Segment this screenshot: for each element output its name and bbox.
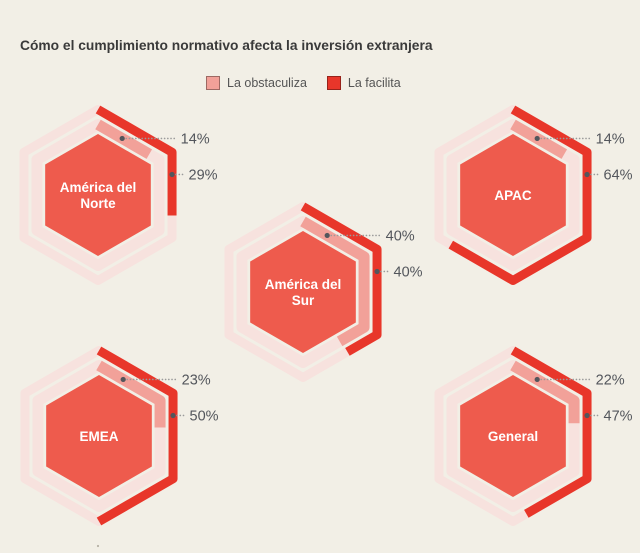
svg-text:Norte: Norte (80, 196, 116, 211)
svg-text:50%: 50% (190, 408, 219, 424)
svg-text:47%: 47% (604, 408, 633, 424)
svg-text:América del: América del (60, 180, 137, 195)
svg-text:EMEA: EMEA (79, 429, 118, 444)
svg-text:22%: 22% (596, 372, 625, 388)
svg-text:40%: 40% (394, 264, 423, 280)
svg-text:América del: América del (265, 277, 342, 292)
svg-text:General: General (488, 429, 538, 444)
svg-text:40%: 40% (386, 228, 415, 244)
svg-text:29%: 29% (189, 167, 218, 183)
svg-text:14%: 14% (596, 131, 625, 147)
svg-text:64%: 64% (604, 167, 633, 183)
svg-text:14%: 14% (181, 131, 210, 147)
svg-text:APAC: APAC (494, 188, 532, 203)
svg-text:23%: 23% (182, 372, 211, 388)
svg-text:Sur: Sur (292, 293, 315, 308)
